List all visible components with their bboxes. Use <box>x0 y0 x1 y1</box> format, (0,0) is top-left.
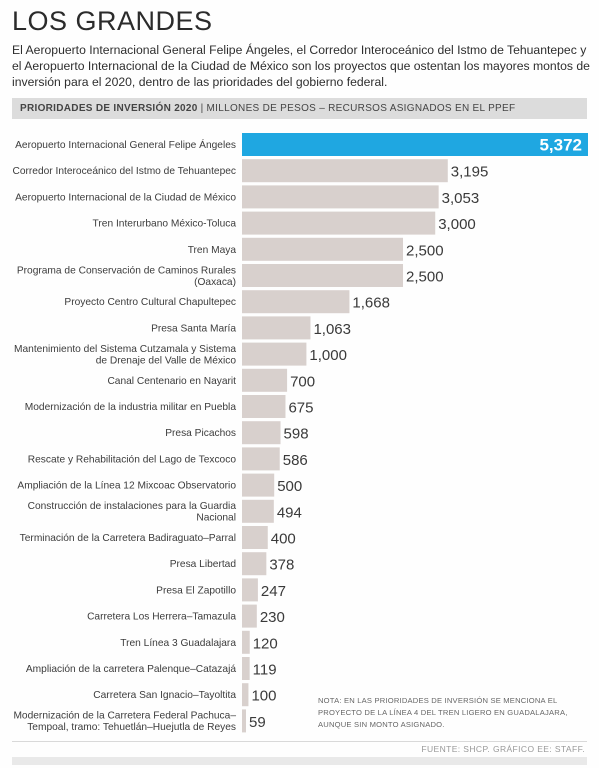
subtitle-separator: | <box>200 103 204 114</box>
bar-23 <box>242 709 246 733</box>
category-label-5: Tren Maya <box>188 245 237 256</box>
value-label-12: 598 <box>284 426 309 443</box>
bar-12 <box>242 421 281 445</box>
value-label-13: 586 <box>283 452 308 469</box>
bar-14 <box>242 473 275 497</box>
bar-11 <box>242 395 286 418</box>
value-label-14: 500 <box>277 478 302 495</box>
category-label-6: Programa de Conservación de Caminos Rura… <box>17 265 236 288</box>
bar-9 <box>242 342 307 366</box>
category-label-10: Canal Centenario en Nayarit <box>107 376 236 387</box>
bar-3 <box>242 185 439 209</box>
bar-5 <box>242 237 404 261</box>
value-label-6: 2,500 <box>406 269 444 286</box>
bar-21 <box>242 657 250 680</box>
bar-22 <box>242 683 249 707</box>
source-credit: FUENTE: SHCP. GRÁFICO EE: STAFF. <box>421 744 585 754</box>
value-label-19: 230 <box>260 609 285 626</box>
bar-16 <box>242 526 268 549</box>
category-label-11: Modernización de la industria militar en… <box>25 402 237 413</box>
value-label-10: 700 <box>290 373 315 390</box>
bar-15 <box>242 499 274 523</box>
category-label-3: Aeropuerto Internacional de la Ciudad de… <box>15 192 236 203</box>
value-label-16: 400 <box>271 531 296 548</box>
category-label-2: Corredor Interoceánico del Istmo de Tehu… <box>12 166 236 177</box>
value-label-7: 1,668 <box>352 295 390 312</box>
value-label-20: 120 <box>253 635 278 652</box>
value-label-18: 247 <box>261 583 286 600</box>
value-label-1: 5,372 <box>539 136 582 155</box>
category-label-17: Presa Libertad <box>170 559 237 570</box>
value-label-21: 119 <box>253 662 277 679</box>
value-label-23: 59 <box>249 714 266 731</box>
bar-1 <box>242 133 588 156</box>
chart-title: LOS GRANDES <box>12 6 213 36</box>
chart-subtitle-bold: PRIORIDADES DE INVERSIÓN 2020 <box>20 103 198 114</box>
category-label-7: Proyecto Centro Cultural Chapultepec <box>64 297 236 308</box>
category-label-21: Ampliación de la carretera Palenque–Cata… <box>26 664 236 675</box>
chart-description: El Aeropuerto Internacional General Feli… <box>12 43 590 89</box>
category-label-1: Aeropuerto Internacional General Felipe … <box>15 138 236 151</box>
bar-7 <box>242 290 350 314</box>
category-label-9: Mantenimiento del Sistema Cutzamala y Si… <box>14 344 236 367</box>
bar-8 <box>242 316 311 340</box>
bar-10 <box>242 368 288 392</box>
bar-20 <box>242 630 250 654</box>
bar-4 <box>242 211 436 235</box>
category-label-20: Tren Línea 3 Guadalajara <box>120 638 236 649</box>
bar-18 <box>242 578 258 602</box>
value-label-2: 3,195 <box>451 164 489 181</box>
bar-17 <box>242 552 267 576</box>
bar-6 <box>242 264 404 287</box>
footer-divider <box>12 741 587 742</box>
category-label-13: Rescate y Rehabilitación del Lago de Tex… <box>28 454 237 465</box>
category-label-18: Presa El Zapotillo <box>156 585 236 596</box>
category-label-15: Construcción de instalaciones para la Gu… <box>28 501 237 524</box>
category-label-22: Carretera San Ignacio–Tayoltita <box>93 690 236 701</box>
value-label-5: 2,500 <box>406 242 444 259</box>
value-label-4: 3,000 <box>438 216 476 233</box>
category-label-12: Presa Picachos <box>165 428 236 439</box>
category-label-8: Presa Santa María <box>151 323 236 334</box>
chart-note: NOTA: EN LAS PRIORIDADES DE INVERSIÓN SE… <box>318 696 568 729</box>
category-label-16: Terminación de la Carretera Badiraguato–… <box>20 533 236 544</box>
value-label-3: 3,053 <box>442 190 480 207</box>
category-label-19: Carretera Los Herrera–Tamazula <box>87 612 236 623</box>
value-label-22: 100 <box>251 688 276 705</box>
category-label-23: Modernización de la Carretera Federal Pa… <box>13 711 236 734</box>
category-label-4: Tren Interurbano México-Toluca <box>93 219 237 230</box>
value-label-11: 675 <box>288 400 313 417</box>
chart-subtitle-bar: PRIORIDADES DE INVERSIÓN 2020 | MILLONES D… <box>12 98 587 119</box>
bottom-band <box>12 757 587 765</box>
category-label-14: Ampliación de la Línea 12 Mixcoac Observ… <box>17 481 236 492</box>
value-label-8: 1,063 <box>313 321 351 338</box>
bar-2 <box>242 159 448 183</box>
bar-19 <box>242 604 257 628</box>
value-label-9: 1,000 <box>309 347 347 364</box>
chart-subtitle-units: MILLONES DE PESOS – RECURSOS ASIGNADOS E… <box>206 103 516 114</box>
bar-13 <box>242 447 280 471</box>
value-label-17: 378 <box>269 557 294 574</box>
value-label-15: 494 <box>277 504 302 521</box>
